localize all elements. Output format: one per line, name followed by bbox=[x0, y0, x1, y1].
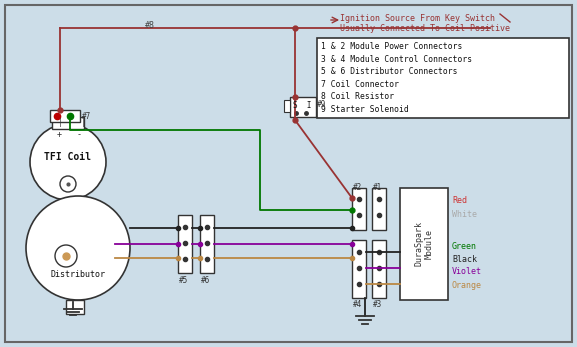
Text: 8 Coil Resistor: 8 Coil Resistor bbox=[321, 92, 394, 101]
Text: DuraSpark
Module: DuraSpark Module bbox=[414, 221, 434, 266]
Text: |    |: | | bbox=[58, 118, 86, 127]
Text: #3: #3 bbox=[373, 300, 382, 309]
Text: #4: #4 bbox=[353, 300, 362, 309]
Bar bbox=[66, 300, 84, 314]
Bar bbox=[50, 110, 80, 122]
Bar bbox=[372, 240, 386, 298]
Circle shape bbox=[30, 124, 106, 200]
Bar bbox=[352, 188, 366, 230]
Text: 1 & 2 Module Power Connectors: 1 & 2 Module Power Connectors bbox=[321, 42, 462, 51]
Bar bbox=[290, 97, 316, 117]
Text: 5 & 6 Distributor Connectors: 5 & 6 Distributor Connectors bbox=[321, 67, 458, 76]
Bar bbox=[352, 240, 366, 298]
Text: 9 Starter Solenoid: 9 Starter Solenoid bbox=[321, 104, 409, 113]
Text: Green: Green bbox=[452, 242, 477, 251]
Text: Usually Connected To Coil Positive: Usually Connected To Coil Positive bbox=[340, 24, 510, 33]
Bar bbox=[178, 215, 192, 273]
Circle shape bbox=[60, 176, 76, 192]
Bar bbox=[284, 100, 290, 112]
Text: +   -: + - bbox=[57, 130, 82, 139]
Text: #7: #7 bbox=[82, 112, 91, 121]
Text: #1: #1 bbox=[373, 183, 382, 192]
Text: #8: #8 bbox=[145, 21, 155, 30]
Text: #2: #2 bbox=[353, 183, 362, 192]
Bar bbox=[200, 215, 214, 273]
Text: #5: #5 bbox=[179, 276, 188, 285]
Circle shape bbox=[55, 245, 77, 267]
Text: White: White bbox=[452, 210, 477, 219]
Text: TFI Coil: TFI Coil bbox=[44, 152, 92, 162]
Text: #9: #9 bbox=[317, 100, 326, 109]
Text: 3 & 4 Module Control Connectors: 3 & 4 Module Control Connectors bbox=[321, 54, 472, 64]
Circle shape bbox=[26, 196, 130, 300]
Text: 7 Coil Connector: 7 Coil Connector bbox=[321, 79, 399, 88]
Bar bbox=[52, 117, 84, 129]
Text: S  I: S I bbox=[293, 101, 312, 110]
Text: Red: Red bbox=[452, 195, 467, 204]
Bar bbox=[400, 188, 448, 300]
Bar bbox=[317, 38, 569, 118]
Text: Ignition Source From Key Switch: Ignition Source From Key Switch bbox=[340, 14, 495, 23]
Text: Violet: Violet bbox=[452, 268, 482, 277]
Text: #6: #6 bbox=[201, 276, 210, 285]
Text: Orange: Orange bbox=[452, 280, 482, 289]
Text: Black: Black bbox=[452, 254, 477, 263]
Text: Distributor: Distributor bbox=[51, 270, 106, 279]
Bar bbox=[372, 188, 386, 230]
